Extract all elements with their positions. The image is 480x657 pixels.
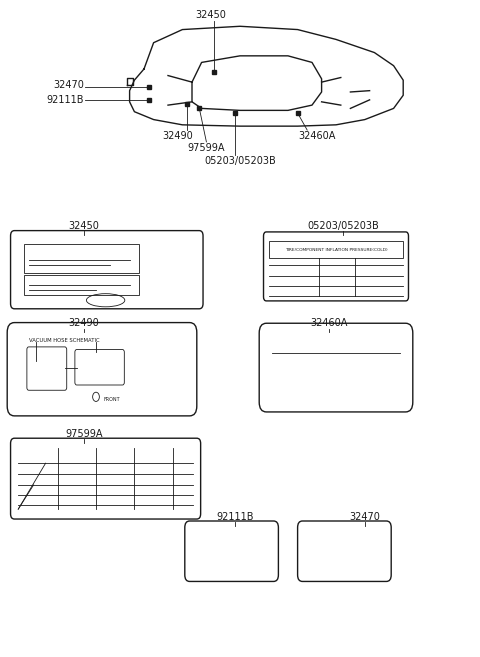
Text: 32470: 32470 [53, 80, 84, 91]
Text: 05203/05203B: 05203/05203B [204, 156, 276, 166]
Text: 32470: 32470 [349, 512, 380, 522]
Text: 32460A: 32460A [298, 131, 336, 141]
Text: 97599A: 97599A [188, 143, 225, 153]
Text: 32490: 32490 [69, 319, 99, 328]
Text: 32460A: 32460A [310, 319, 348, 328]
Text: 92111B: 92111B [216, 512, 254, 522]
Text: 32490: 32490 [162, 131, 193, 141]
Bar [24, 275, 139, 295]
Text: FRONT: FRONT [103, 397, 120, 402]
Text: VACUUM HOSE SCHEMATIC: VACUUM HOSE SCHEMATIC [29, 338, 99, 344]
Bar [24, 244, 139, 273]
Text: TIRE/COMPONENT INFLATION PRESSURE(COLD): TIRE/COMPONENT INFLATION PRESSURE(COLD) [285, 248, 387, 252]
Text: 32450: 32450 [69, 221, 99, 231]
Bar [269, 241, 403, 258]
Text: 32450: 32450 [196, 10, 227, 20]
Text: 97599A: 97599A [65, 429, 103, 439]
Text: 05203/05203B: 05203/05203B [307, 221, 379, 231]
Text: 92111B: 92111B [47, 95, 84, 105]
